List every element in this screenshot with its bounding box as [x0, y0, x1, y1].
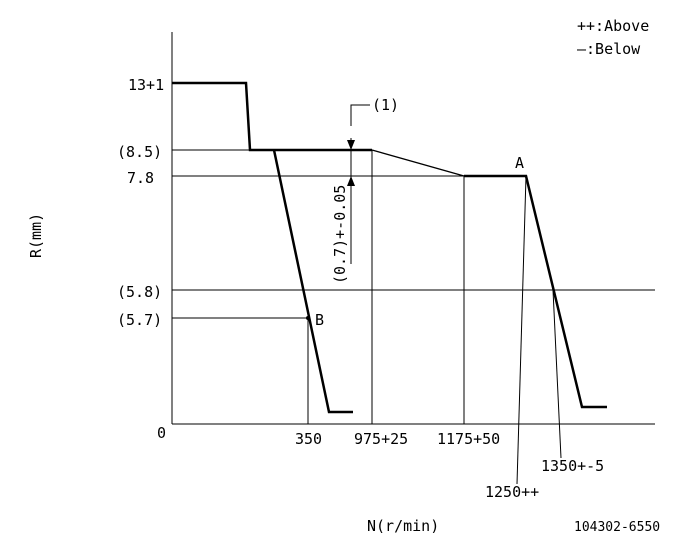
point-a-label: A: [515, 154, 524, 172]
x-axis-label: N(r/min): [367, 517, 439, 535]
xtick-350: 350: [295, 430, 322, 448]
ytick-5-8: (5.8): [117, 283, 162, 301]
xtick-1175: 1175+50: [437, 430, 500, 448]
y-axis-label: R(mm): [27, 213, 45, 258]
point-b-marker: [306, 316, 310, 320]
ref1-label: (1): [372, 96, 399, 114]
ref1-leader: [350, 104, 370, 126]
characteristic-curve-main: [172, 81, 372, 152]
part-number: 104302-6550: [574, 520, 660, 535]
xtick-975: 975+25: [354, 430, 408, 448]
offset-label: (0.7)+-0.05: [331, 185, 349, 284]
xtick-1250: 1250++: [485, 483, 539, 501]
vline-1350: [552, 289, 562, 459]
ytick-13: 13+1: [128, 76, 164, 94]
legend-below: —:Below: [577, 40, 641, 58]
point-b-label: B: [315, 311, 324, 329]
origin-label: 0: [157, 424, 166, 442]
characteristic-curve-taper: [371, 149, 465, 177]
xtick-1350: 1350+-5: [541, 457, 604, 475]
ytick-5-7: (5.7): [117, 311, 162, 329]
ytick-8-5: (8.5): [117, 143, 162, 161]
low-speed-curve: [272, 149, 353, 414]
vline-1250: [516, 175, 527, 485]
characteristic-curve-plateau: [464, 174, 607, 409]
ytick-7-8: 7.8: [127, 169, 154, 187]
legend-above: ++:Above: [577, 17, 649, 35]
arrow-up-icon: [347, 176, 355, 186]
arrow-down-icon: [347, 140, 355, 150]
